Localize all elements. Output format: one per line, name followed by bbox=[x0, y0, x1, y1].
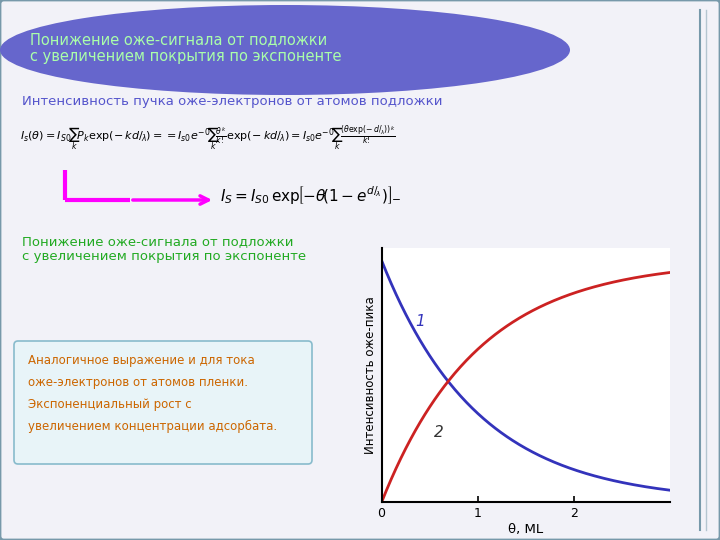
Text: с увеличением покрытия по экспоненте: с увеличением покрытия по экспоненте bbox=[22, 250, 306, 263]
FancyBboxPatch shape bbox=[14, 341, 312, 464]
Text: Экспоненциальный рост с: Экспоненциальный рост с bbox=[28, 398, 192, 411]
Text: Интенсивность пучка оже-электронов от атомов подложки: Интенсивность пучка оже-электронов от ат… bbox=[22, 95, 443, 108]
Text: 1: 1 bbox=[415, 314, 425, 329]
Text: Понижение оже-сигнала от подложки: Понижение оже-сигнала от подложки bbox=[30, 32, 328, 48]
Text: оже-электронов от атомов пленки.: оже-электронов от атомов пленки. bbox=[28, 376, 248, 389]
Text: увеличением концентрации адсорбата.: увеличением концентрации адсорбата. bbox=[28, 420, 277, 433]
Y-axis label: Интенсивность оже-пика: Интенсивность оже-пика bbox=[364, 296, 377, 454]
Text: $I_S = I_{S0}\,\mathrm{exp}\!\left[-\theta\!\left(1 - e^{d/_{\!\lambda}}\right)\: $I_S = I_{S0}\,\mathrm{exp}\!\left[-\the… bbox=[220, 184, 401, 206]
Text: Понижение оже-сигнала от подложки: Понижение оже-сигнала от подложки bbox=[22, 235, 294, 248]
Text: с увеличением покрытия по экспоненте: с увеличением покрытия по экспоненте bbox=[30, 49, 341, 64]
Ellipse shape bbox=[0, 5, 570, 95]
Text: Аналогичное выражение и для тока: Аналогичное выражение и для тока bbox=[28, 354, 255, 367]
X-axis label: θ, ML: θ, ML bbox=[508, 523, 543, 536]
Text: 2: 2 bbox=[434, 425, 444, 440]
Text: $I_s(\theta) = I_{S0}\!\sum_k\! P_k \exp\!\left(\!-kd/_{\!\lambda}\right)= =I_{s: $I_s(\theta) = I_{S0}\!\sum_k\! P_k \exp… bbox=[20, 125, 395, 153]
